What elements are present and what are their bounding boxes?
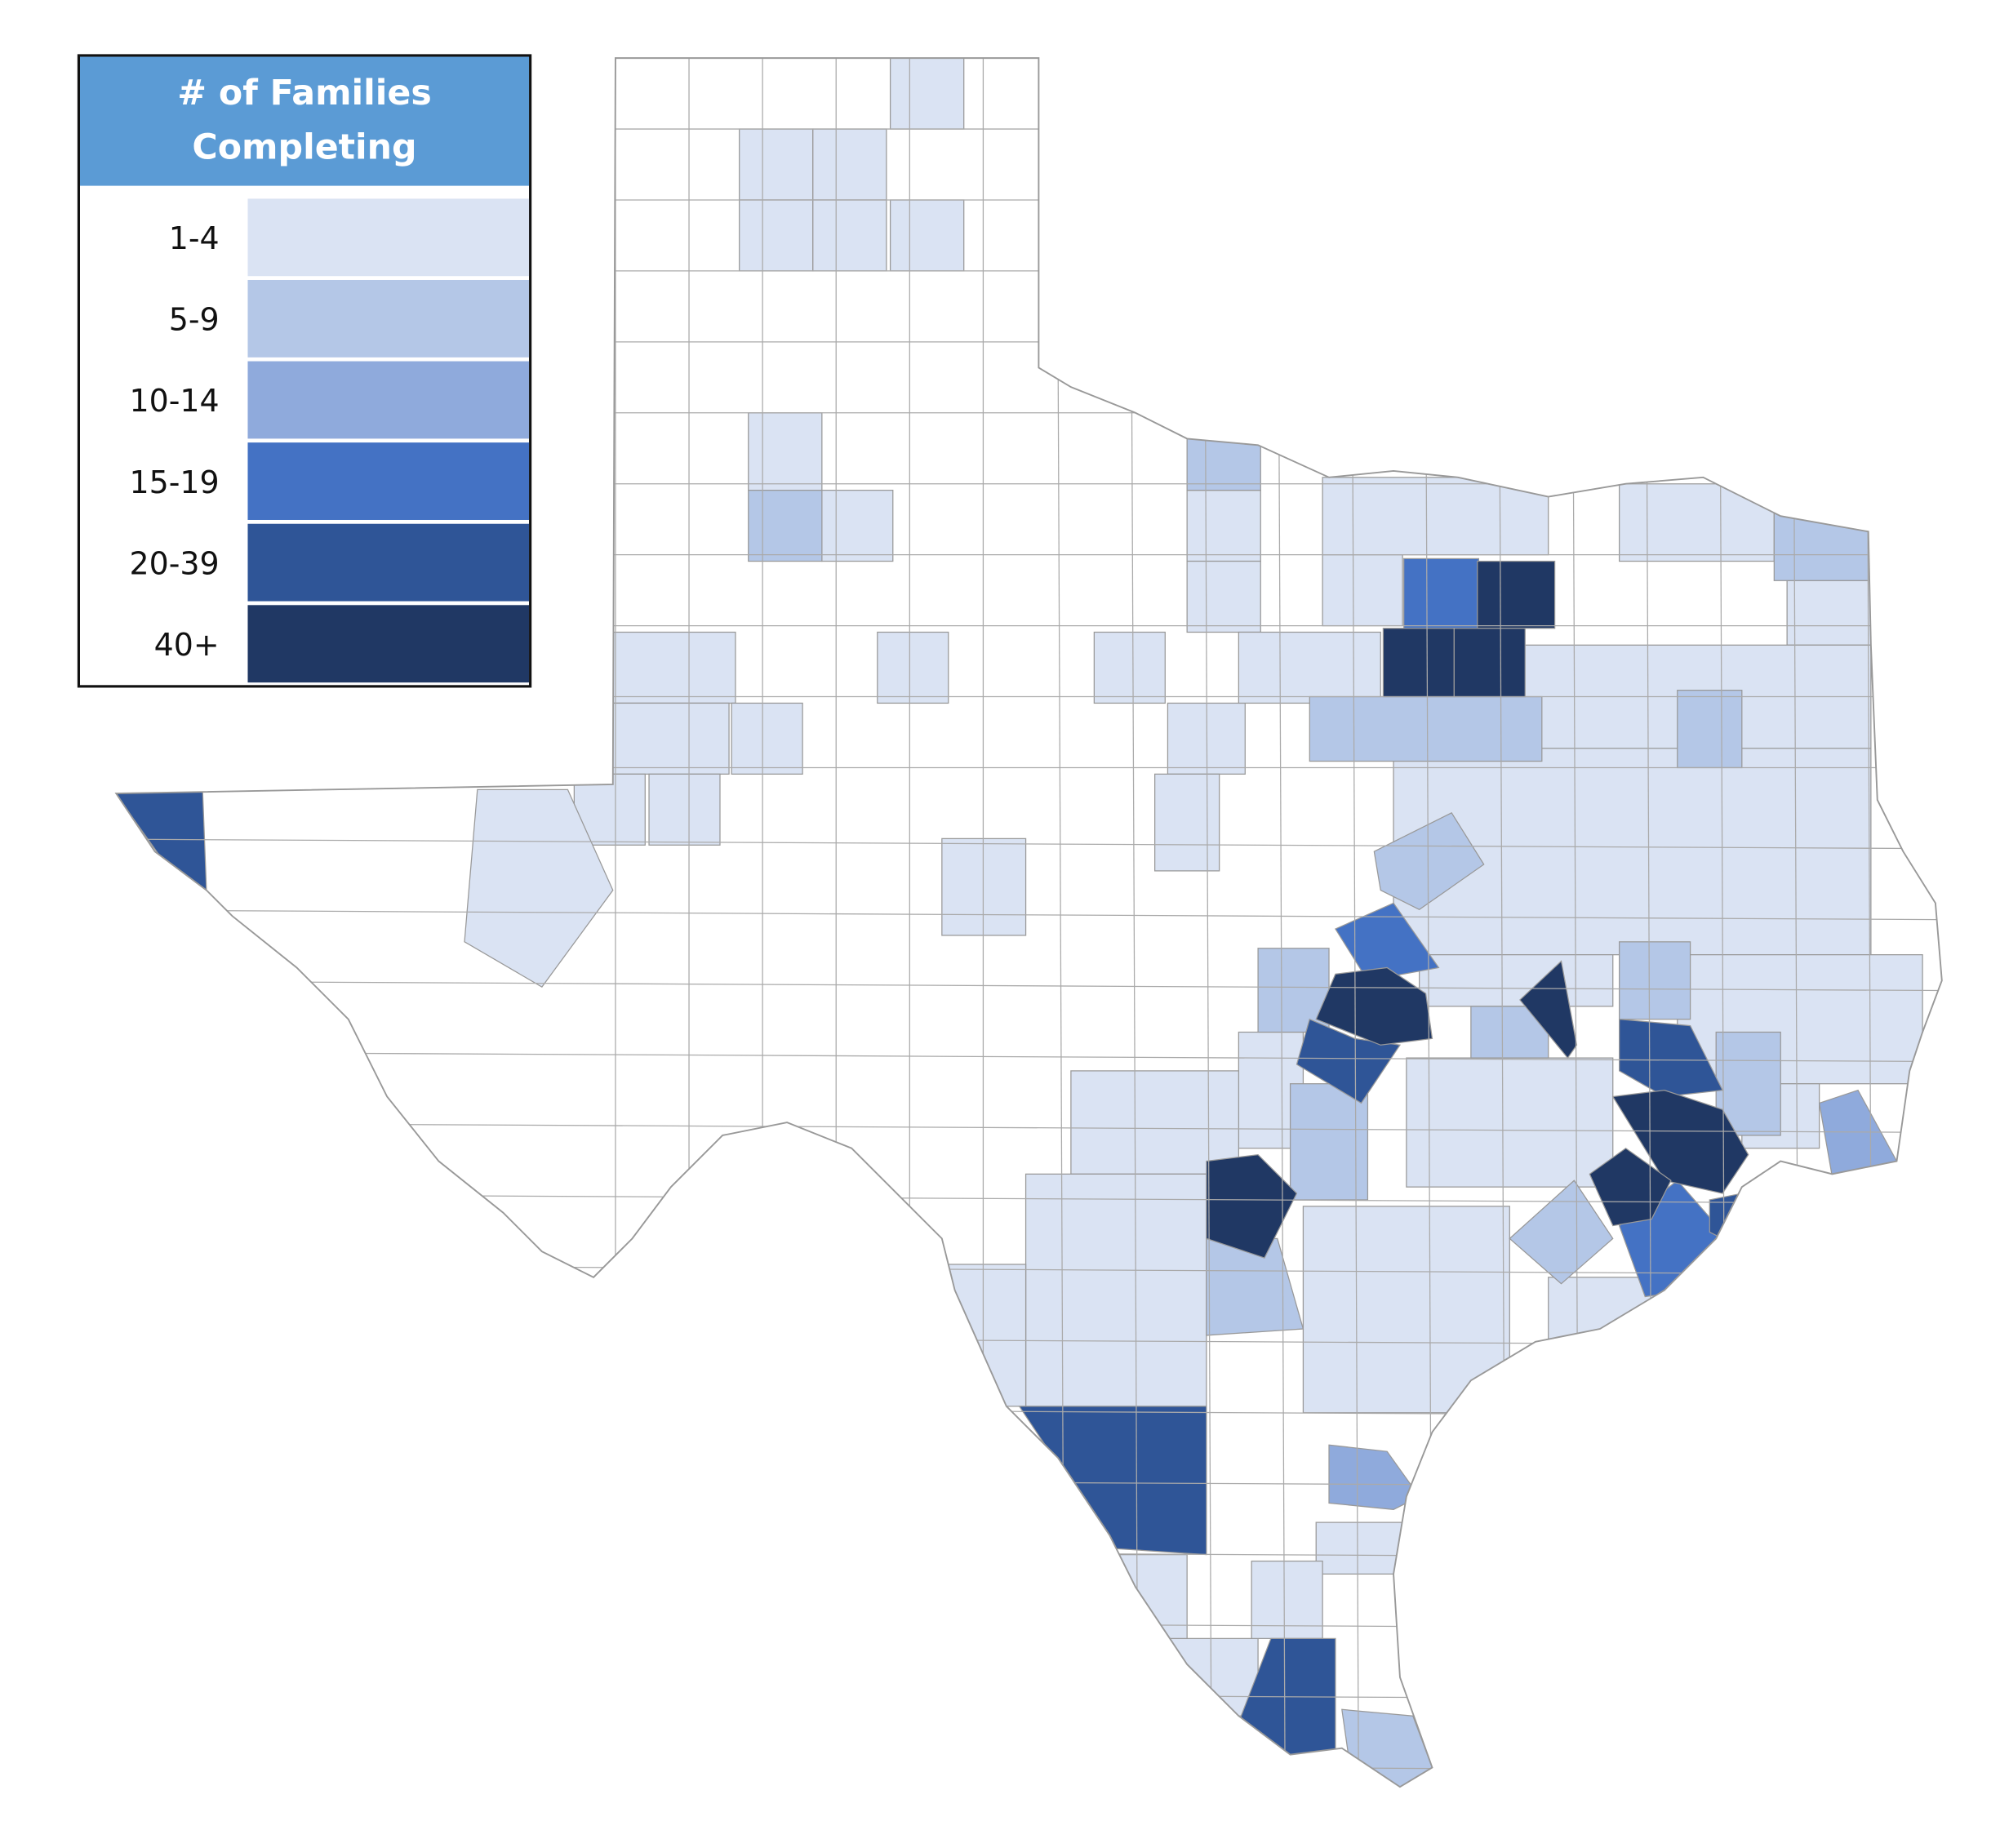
county-line <box>116 1477 1942 1489</box>
legend-label: 5-9 <box>168 301 220 339</box>
county <box>1322 477 1549 556</box>
legend-swatch <box>247 198 530 277</box>
county <box>1619 1018 1724 1098</box>
county <box>1186 560 1261 633</box>
county <box>1677 689 1743 769</box>
county <box>1070 1070 1240 1175</box>
county-line <box>116 1406 1942 1418</box>
county <box>1453 628 1526 698</box>
county <box>1296 1018 1402 1104</box>
legend-title: # of Families Completing Webinar <box>79 56 530 222</box>
county <box>1403 558 1479 630</box>
county <box>1677 954 1923 1085</box>
county <box>612 702 730 775</box>
county <box>464 789 614 988</box>
county <box>1154 773 1220 872</box>
county <box>1238 631 1381 704</box>
county <box>812 199 887 272</box>
county <box>1619 941 1691 1020</box>
county <box>812 128 887 201</box>
legend-item: 20-39 <box>80 523 530 604</box>
county-line <box>116 1689 1942 1701</box>
county <box>1334 902 1440 981</box>
legend-item: 10-14 <box>80 361 530 442</box>
county <box>1024 1173 1207 1407</box>
county <box>1519 960 1578 1059</box>
legend-label: 40+ <box>153 627 220 664</box>
county <box>1186 435 1261 491</box>
county <box>1289 1083 1369 1201</box>
county <box>889 199 965 272</box>
legend: # of Families Completing Webinar 1-4 5-9 1… <box>77 54 532 688</box>
legend-swatch <box>247 523 530 602</box>
county <box>1251 1560 1323 1639</box>
legend-swatch <box>247 605 530 683</box>
legend-swatch <box>247 442 530 520</box>
county <box>1018 1406 1207 1556</box>
county-line <box>116 1760 1942 1772</box>
county-line <box>116 980 1942 992</box>
county <box>1309 695 1543 762</box>
county <box>612 631 736 704</box>
legend-swatch <box>247 279 530 358</box>
county <box>1206 1153 1298 1259</box>
county <box>1477 560 1556 629</box>
county-fills <box>116 58 1923 1788</box>
county <box>1406 1057 1614 1188</box>
county <box>739 199 814 272</box>
county <box>1419 954 1614 1007</box>
county <box>1373 811 1485 911</box>
county <box>948 1264 1027 1407</box>
county-line <box>116 908 1942 921</box>
county <box>1322 554 1403 627</box>
county <box>1093 631 1166 704</box>
county <box>748 412 823 491</box>
legend-swatch <box>247 361 530 439</box>
legend-label: 1-4 <box>168 220 220 257</box>
county <box>1315 1521 1420 1575</box>
county <box>648 773 721 846</box>
legend-label: 20-39 <box>129 545 220 582</box>
county <box>1302 1206 1510 1414</box>
county-line <box>116 1548 1942 1559</box>
county <box>821 489 894 562</box>
county <box>889 58 965 130</box>
county <box>1619 483 1775 562</box>
county <box>1160 1637 1259 1717</box>
county <box>1786 580 1872 646</box>
county <box>748 489 823 562</box>
legend-label: 10-14 <box>129 383 220 420</box>
county-line <box>116 837 1942 850</box>
legend-item: 1-4 <box>80 198 530 278</box>
county <box>941 837 1027 936</box>
county <box>1382 628 1455 698</box>
county <box>739 128 814 201</box>
county <box>1186 489 1261 562</box>
legend-item: 15-19 <box>80 442 530 522</box>
county <box>1509 1179 1614 1285</box>
legend-label: 15-19 <box>129 464 220 501</box>
county <box>731 702 803 775</box>
legend-item: 5-9 <box>80 279 530 360</box>
county <box>877 631 949 704</box>
county-line <box>116 1619 1942 1630</box>
legend-item: 40+ <box>80 605 530 685</box>
